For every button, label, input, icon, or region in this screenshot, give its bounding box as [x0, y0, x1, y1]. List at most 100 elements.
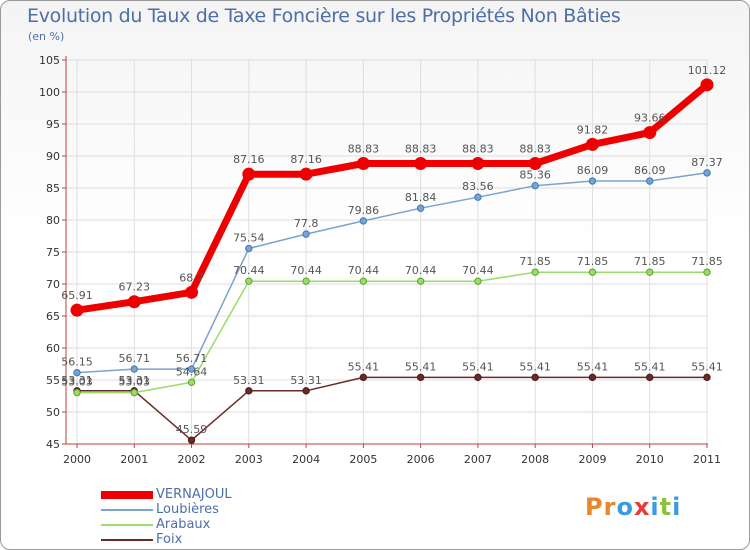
data-label-vernajoul: 87.16	[233, 153, 265, 166]
data-label-arabaux: 71.85	[519, 255, 551, 268]
data-label-vernajoul: 68.7	[179, 271, 204, 284]
data-point-foix	[588, 373, 597, 382]
x-tick-label: 2003	[235, 453, 263, 466]
logo-letter: x	[633, 493, 651, 521]
series-line-foix	[77, 376, 707, 441]
data-label-foix: 55.41	[405, 360, 437, 373]
x-tick-label: 2000	[63, 453, 91, 466]
data-point-foix	[302, 387, 310, 395]
data-label-loubires: 85.36	[519, 169, 551, 182]
legend-swatch-foix	[101, 538, 153, 541]
y-tick-label: 65	[46, 310, 60, 323]
data-point-vernajoul	[643, 126, 657, 140]
grid-layer	[66, 59, 708, 445]
legend-swatch-arabaux	[101, 523, 153, 526]
data-point-loubires	[531, 181, 539, 190]
data-label-vernajoul: 88.83	[405, 142, 437, 155]
data-point-vernajoul	[70, 303, 84, 317]
data-label-vernajoul: 65.91	[61, 289, 93, 302]
y-tick-label: 50	[46, 406, 60, 419]
y-tick-label: 80	[46, 214, 60, 227]
y-tick-label: 60	[46, 342, 60, 355]
data-point-loubires	[73, 368, 81, 377]
series-line-arabaux	[77, 271, 707, 394]
legend-item-vernajoul: VERNAJOUL	[101, 487, 232, 502]
data-point-vernajoul	[700, 78, 714, 92]
data-label-arabaux: 54.64	[176, 365, 208, 378]
data-label-loubires: 87.37	[691, 156, 723, 169]
data-point-arabaux	[359, 277, 368, 285]
data-point-arabaux	[474, 277, 482, 285]
data-label-foix: 55.41	[462, 360, 494, 373]
logo-letter: i	[672, 493, 682, 521]
series-line-vernajoul	[76, 82, 710, 314]
data-point-arabaux	[302, 277, 310, 285]
data-point-loubires	[703, 169, 711, 177]
series-line-loubires	[76, 172, 708, 374]
data-label-vernajoul: 101.12	[688, 64, 727, 77]
data-point-arabaux	[703, 268, 711, 276]
data-point-loubires	[359, 217, 368, 225]
data-point-vernajoul	[471, 156, 485, 170]
data-label-foix: 55.41	[348, 360, 380, 373]
data-point-arabaux	[416, 277, 425, 285]
proxiti-logo: Proxiti	[585, 493, 681, 521]
legend-swatch-vernajoul	[101, 490, 153, 499]
data-label-foix: 53.31	[119, 374, 151, 387]
legend-label-vernajoul: VERNAJOUL	[156, 487, 232, 502]
data-point-arabaux	[130, 388, 138, 397]
x-tick-label: 2006	[407, 453, 435, 466]
y-tick-label: 85	[46, 182, 60, 195]
data-label-loubires: 56.71	[176, 352, 208, 365]
x-tick-label: 2007	[464, 453, 492, 466]
data-point-foix	[359, 373, 368, 382]
data-point-loubires	[588, 177, 597, 185]
logo-letter: r	[603, 493, 617, 521]
data-point-foix	[703, 373, 711, 382]
data-label-vernajoul: 91.82	[577, 123, 609, 136]
data-point-arabaux	[646, 268, 654, 276]
data-label-arabaux: 53.03	[119, 376, 151, 389]
data-label-vernajoul: 88.83	[519, 142, 551, 155]
data-point-loubires	[245, 244, 253, 253]
x-tick-label: 2004	[292, 453, 320, 466]
data-label-foix: 53.31	[290, 374, 322, 387]
y-tick-label: 100	[39, 86, 60, 99]
data-label-arabaux: 71.85	[691, 255, 723, 268]
x-tick-label: 2001	[120, 453, 148, 466]
data-point-foix	[187, 436, 196, 444]
legend: VERNAJOUL Loubières Arabaux Foix	[101, 487, 232, 547]
data-point-arabaux	[187, 378, 196, 387]
data-point-vernajoul	[528, 156, 542, 170]
y-tick-label: 75	[46, 246, 60, 259]
data-label-arabaux: 70.44	[462, 264, 494, 277]
data-point-foix	[646, 373, 654, 382]
data-label-loubires: 75.54	[233, 232, 265, 245]
data-label-loubires: 86.09	[634, 164, 666, 177]
data-label-loubires: 83.56	[462, 180, 494, 193]
x-tick-label: 2008	[521, 453, 549, 466]
data-label-vernajoul: 88.83	[462, 142, 494, 155]
data-point-loubires	[646, 177, 654, 185]
data-label-layer: 65.91 67.23 68.7 87.16 87.16 88.83 88.83 88.83 8…	[61, 64, 726, 436]
data-label-vernajoul: 67.23	[119, 281, 151, 294]
data-point-foix	[245, 387, 253, 395]
chart-title: Evolution du Taux de Taxe Foncière sur l…	[27, 5, 621, 27]
data-point-vernajoul	[414, 156, 428, 170]
data-point-arabaux	[531, 268, 539, 276]
data-label-arabaux: 70.44	[405, 264, 437, 277]
y-axis-unit-label: (en %)	[28, 30, 65, 43]
data-label-foix: 53.31	[233, 374, 265, 387]
data-point-vernajoul	[299, 167, 313, 181]
x-tick-label: 2009	[578, 453, 606, 466]
data-label-vernajoul: 88.83	[348, 142, 380, 155]
data-label-loubires: 79.86	[348, 204, 380, 217]
data-point-loubires	[302, 230, 310, 238]
data-point-arabaux	[245, 277, 253, 285]
data-point-vernajoul	[185, 285, 199, 299]
data-label-loubires: 56.71	[119, 352, 151, 365]
data-label-foix: 55.41	[691, 360, 723, 373]
data-point-loubires	[474, 193, 482, 201]
x-tick-label: 2005	[349, 453, 377, 466]
